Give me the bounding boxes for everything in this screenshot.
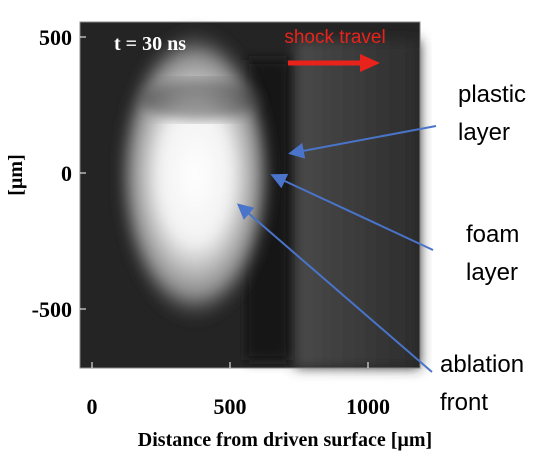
x-tick-label: 0 bbox=[87, 394, 98, 419]
annotation: plastic bbox=[458, 81, 526, 108]
figure: t = 30 ns shock travel Distance from dri… bbox=[0, 0, 559, 460]
y-axis-label: [µm] bbox=[5, 154, 27, 196]
annotation: foam bbox=[466, 221, 519, 248]
x-tick-label: 1000 bbox=[346, 394, 390, 419]
y-tick-label: 0 bbox=[61, 161, 72, 186]
x-axis-label: Distance from driven surface [µm] bbox=[138, 429, 432, 451]
y-tick-label: -500 bbox=[32, 297, 72, 322]
image bbox=[80, 22, 420, 368]
x-tick-label: 500 bbox=[214, 394, 247, 419]
annotation: layer bbox=[466, 259, 518, 286]
shock-label: shock travel bbox=[284, 27, 385, 48]
time-label: t = 30 ns bbox=[114, 33, 186, 55]
annotation: ablation bbox=[440, 351, 524, 378]
annotation: layer bbox=[458, 119, 510, 146]
annotation: front bbox=[440, 389, 488, 416]
y-tick-label: 500 bbox=[39, 25, 72, 50]
